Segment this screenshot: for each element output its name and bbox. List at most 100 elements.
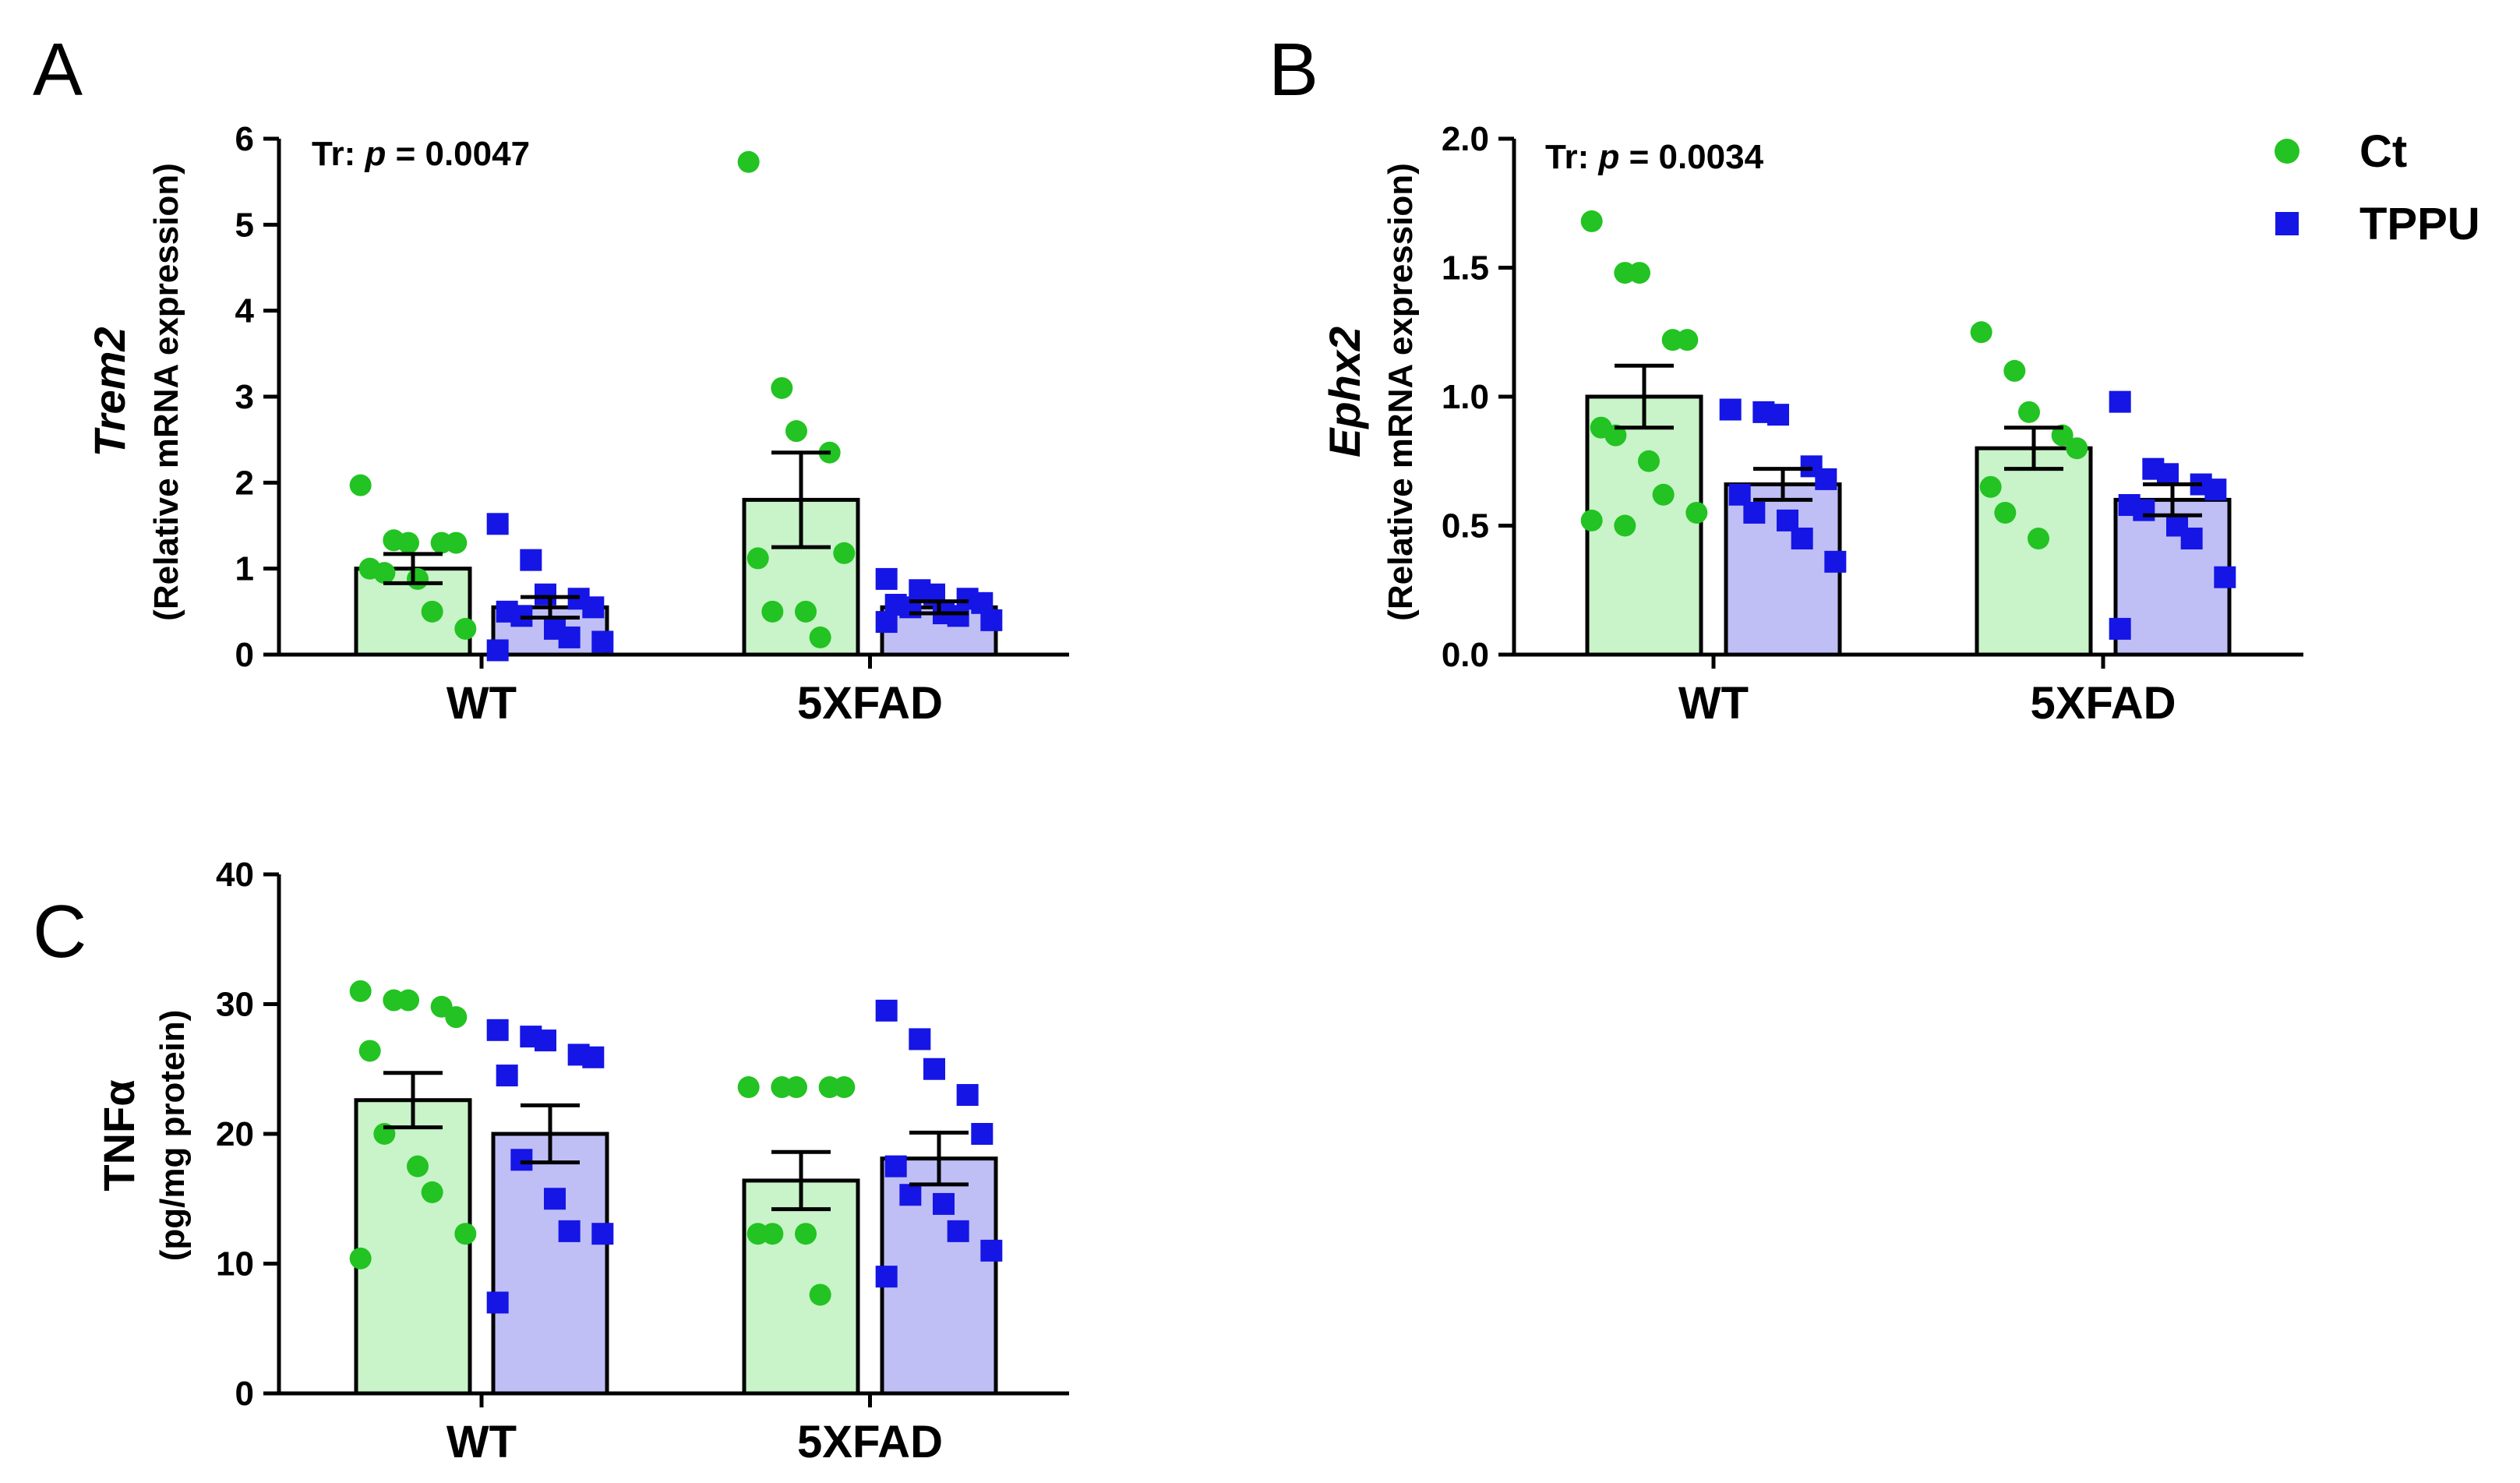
panel-c-point-wt-tppu [544, 1188, 566, 1210]
legend: Ct TPPU [2275, 126, 2480, 249]
panel-a-point-wt-ct [349, 474, 372, 496]
panel-c-point-5xfad-ct [809, 1284, 831, 1306]
panel-c-point-5xfad-tppu [875, 999, 898, 1022]
panel-b-point-5xfad-tppu [2204, 478, 2227, 501]
panel-c-point-wt-tppu [496, 1065, 518, 1087]
panel-a-point-5xfad-tppu [875, 567, 898, 590]
panel-b-point-wt-tppu [1815, 468, 1837, 490]
panel-c-point-5xfad-tppu [971, 1123, 994, 1145]
panel-c-point-5xfad-ct [833, 1076, 856, 1099]
panel-b-annotation-value: = 0.0034 [1619, 138, 1763, 176]
panel-a-point-5xfad-ct [746, 547, 769, 570]
panel-b-point-5xfad-ct [1970, 321, 1992, 344]
panel-a-plot-area: 0 1 2 3 4 5 6 WT 5XFAD [235, 120, 1069, 729]
legend-ct-label: Ct [2359, 126, 2407, 177]
panel-c-point-5xfad-tppu [947, 1220, 969, 1242]
panel-b-point-wt-tppu [1824, 550, 1847, 573]
panel-b-point-wt-ct [1580, 509, 1603, 531]
panel-a-point-wt-ct [373, 562, 396, 584]
panel-c-y-tick-label: 10 [216, 1245, 254, 1284]
panel-c-point-wt-tppu [558, 1220, 581, 1242]
panel-b-point-5xfad-ct [2003, 359, 2026, 382]
panel-a-y-tick-label: 0 [235, 636, 254, 674]
legend-tppu-label: TPPU [2359, 199, 2480, 249]
panel-b-y-tick-label: 1.0 [1442, 378, 1489, 416]
panel-b-y-axis-subtitle: (Relative mRNA expression) [1382, 163, 1420, 621]
panel-c-point-5xfad-ct [737, 1076, 760, 1099]
panel-c-point-wt-tppu [582, 1046, 605, 1068]
panel-b-x-tick-label-wt: WT [1678, 678, 1749, 729]
panel-c-point-wt-ct [397, 989, 419, 1012]
panel-letter-c: C [33, 890, 86, 973]
panel-b-point-5xfad-ct [1979, 475, 2002, 498]
panel-a-point-wt-tppu [582, 596, 605, 619]
panel-a-y-axis-title: Trem2 [85, 327, 134, 457]
panel-a-point-wt-tppu [535, 583, 556, 606]
panel-a-point-5xfad-ct [795, 600, 817, 623]
panel-b-y-axis-title: Ephx2 [1320, 327, 1369, 457]
panel-c-point-5xfad-tppu [909, 1028, 931, 1050]
panel-a-annotation: Tr: p = 0.0047 [312, 135, 530, 173]
panel-a-point-5xfad-tppu [980, 609, 1003, 631]
panel-c-point-5xfad-ct [795, 1223, 817, 1245]
panel-c-point-wt-ct [407, 1155, 429, 1178]
panel-b-y-tick-label: 0.0 [1442, 636, 1489, 674]
panel-c-point-5xfad-ct [761, 1223, 784, 1245]
panel-a-point-wt-tppu [591, 630, 614, 653]
panel-a-x-tick-label-5xfad: 5XFAD [797, 678, 943, 729]
panel-c-point-5xfad-tppu [875, 1266, 898, 1288]
panel-b-annotation-p: p [1597, 138, 1619, 176]
panel-b-point-5xfad-ct [2018, 401, 2040, 423]
panel-c-y-axis-subtitle: (pg/mg protein) [154, 1010, 192, 1262]
panel-c-point-5xfad-tppu [884, 1155, 907, 1178]
panel-b-annotation-prefix: Tr: [1545, 138, 1598, 176]
panel-a-point-5xfad-ct [833, 542, 856, 564]
panel-b-point-5xfad-tppu [2157, 463, 2179, 486]
panel-a-point-5xfad-ct [809, 626, 831, 648]
panel-b-point-5xfad-tppu [2109, 617, 2131, 640]
panel-c-point-5xfad-tppu [899, 1184, 922, 1206]
panel-b-point-wt-tppu [1743, 501, 1766, 524]
panel-a-y-axis-subtitle: (Relative mRNA expression) [147, 163, 185, 621]
panel-c-point-5xfad-tppu [956, 1084, 979, 1107]
panel-c-point-wt-ct [358, 1040, 381, 1062]
panel-a-y-tick-label: 4 [235, 292, 255, 330]
panel-a-point-5xfad-ct [737, 150, 760, 173]
panel-b-annotation: Tr: p = 0.0034 [1545, 138, 1764, 176]
panel-c-point-wt-ct [421, 1181, 443, 1203]
panel-b-point-5xfad-tppu [2133, 499, 2155, 521]
panel-a-annotation-p: p [364, 135, 386, 173]
panel-b-point-5xfad-ct [2028, 528, 2049, 550]
panel-b-plot-area: 0.0 0.5 1.0 1.5 2.0 WT 5XFAD [1442, 120, 2303, 729]
panel-b-x-tick-label-5xfad: 5XFAD [2031, 678, 2176, 729]
panel-c-point-5xfad-tppu [933, 1192, 955, 1215]
panel-a-point-wt-ct [397, 531, 419, 554]
panel-a-point-wt-ct [445, 531, 468, 554]
panel-c-chart: 0 10 20 30 40 WT 5XFAD TNFα (pg/mg protein) [94, 856, 1069, 1467]
panel-c-point-5xfad-tppu [923, 1058, 945, 1080]
panel-c-y-tick-label: 0 [235, 1375, 254, 1413]
panel-b-point-wt-ct [1685, 501, 1708, 524]
panel-c-point-wt-ct [349, 1247, 372, 1269]
panel-b-point-wt-ct [1580, 210, 1603, 232]
panel-c-point-wt-tppu [510, 1149, 533, 1171]
panel-a-point-5xfad-ct [771, 376, 793, 399]
panel-b-chart: 0.0 0.5 1.0 1.5 2.0 WT 5XFAD Tr: p = 0.0034 Ep… [1320, 120, 2303, 729]
panel-a-point-wt-ct [454, 617, 477, 640]
panel-c-plot-area: 0 10 20 30 40 WT 5XFAD [216, 856, 1069, 1467]
panel-b-point-wt-tppu [1719, 398, 1742, 421]
panel-letter-b: B [1269, 28, 1318, 111]
panel-a-y-tick-label: 5 [235, 206, 254, 244]
panel-b-point-wt-ct [1614, 514, 1636, 537]
panel-a-point-5xfad-tppu [875, 611, 898, 634]
panel-b-y-tick-label: 2.0 [1442, 120, 1489, 158]
panel-c-y-tick-label: 40 [216, 856, 254, 894]
panel-c-bar-5xfad-ct [742, 1178, 860, 1396]
panel-a-y-tick-label: 6 [235, 120, 254, 158]
panel-c-point-wt-tppu [486, 1291, 509, 1314]
panel-a-y-tick-label: 1 [235, 550, 254, 588]
panel-b-point-5xfad-ct [2051, 424, 2074, 447]
panel-a-x-tick-label-wt: WT [446, 678, 517, 729]
panel-b-point-5xfad-tppu [2109, 390, 2131, 413]
panel-c-x-tick-label-wt: WT [446, 1417, 517, 1467]
